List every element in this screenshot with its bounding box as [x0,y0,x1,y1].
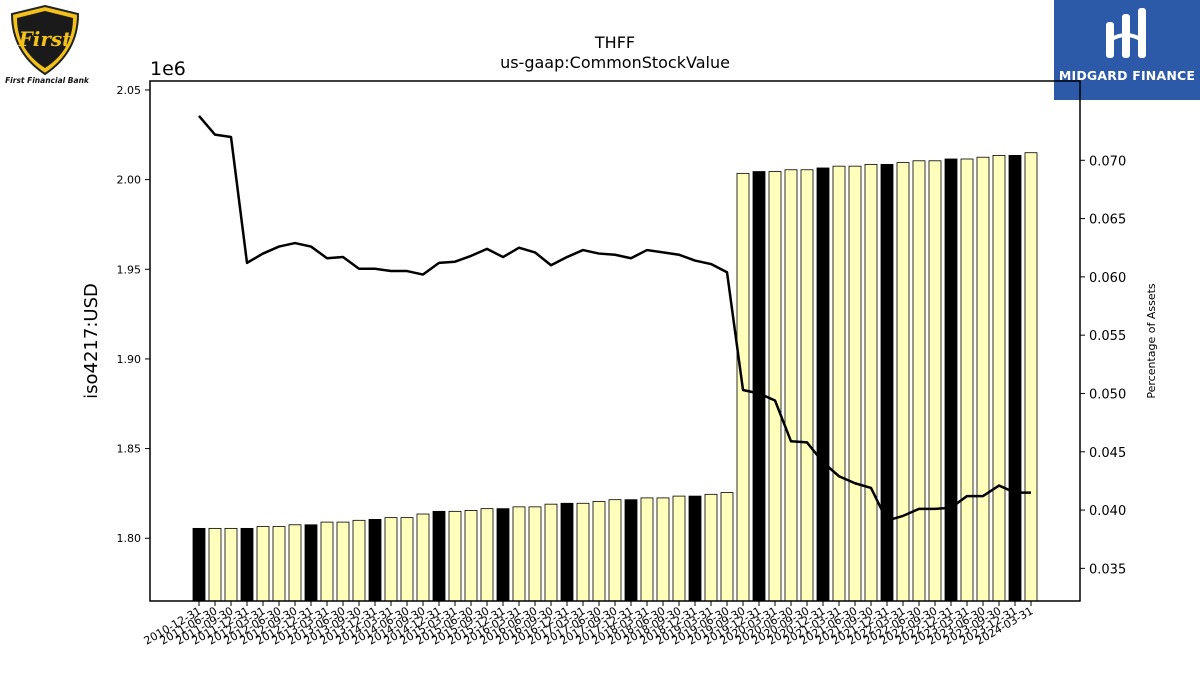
bar [864,163,878,602]
logo-first-text: First [18,27,73,51]
bar [256,526,270,602]
bar [656,497,670,602]
y-axis-label: iso4217:USD [81,283,102,399]
bar [304,524,318,602]
bar [896,162,910,602]
y2-tick-label: 0.050 [1089,387,1126,402]
bar [576,502,590,602]
bar [624,499,638,602]
bar [608,499,622,602]
y2-tick-label: 0.065 [1089,213,1126,228]
bar [544,503,558,602]
bar [672,495,686,602]
bar [320,521,334,602]
bar [720,492,734,602]
y2-axis: 0.035 0.040 0.045 0.050 0.055 0.060 0.065 0.070 [1080,154,1126,577]
y2-axis-label: Percentage of Assets [1145,283,1158,399]
bar [384,517,398,602]
bar [288,524,302,602]
bar [448,510,462,602]
bar [464,510,478,602]
bar [240,527,254,602]
y2-tick-label: 0.040 [1089,504,1126,519]
y-tick-label: 2.05 [117,84,142,97]
bar [800,169,814,602]
bar [752,171,766,602]
y2-tick-label: 0.035 [1089,562,1126,577]
bar [336,521,350,602]
y2-tick-label: 0.055 [1089,329,1126,344]
y-tick-label: 1.95 [117,263,142,276]
line-series [198,115,1031,522]
bar [368,519,382,602]
y-axis-multiplier: 1e6 [150,58,186,80]
bar [512,506,526,602]
y-tick-label: 2.00 [117,174,142,187]
midgard-mark-icon [1106,8,1146,58]
bar [816,167,830,602]
bar [352,519,366,602]
bar [496,508,510,602]
bar [1024,152,1038,602]
bar [480,508,494,602]
shield-icon: First [10,4,80,76]
bar [432,510,446,602]
bar [944,158,958,602]
chart-title: THFF [594,33,635,52]
bar [640,497,654,602]
bar [848,165,862,602]
y2-tick-label: 0.070 [1089,154,1126,169]
y-tick-label: 1.90 [117,353,142,366]
bar [928,160,942,602]
bar [768,171,782,602]
bar [1008,155,1022,602]
bar [560,502,574,602]
y-tick-label: 1.85 [117,443,142,456]
bar-series [192,152,1038,602]
bar [912,160,926,602]
bank-name: First Financial Bank [5,76,89,85]
bar [832,165,846,602]
bar [208,527,222,602]
first-financial-bank-logo: First First Financial Bank [4,4,89,85]
bar [416,513,430,602]
plot-frame [149,80,1081,602]
bar [528,506,542,602]
bar [976,156,990,602]
bar [704,493,718,602]
x-axis: 2010-12-312011-06-302011-09-302011-12-31… [142,601,1036,648]
bar [992,155,1006,602]
bar [272,526,286,602]
percentage-line [198,115,1031,522]
bar [960,158,974,602]
y2-tick-label: 0.045 [1089,446,1126,461]
bar [592,501,606,602]
chart-subtitle: us-gaap:CommonStockValue [500,53,730,72]
bar [224,527,238,602]
y2-tick-label: 0.060 [1089,271,1126,286]
bar [880,163,894,602]
y-tick-label: 1.80 [117,532,142,545]
midgard-finance-logo: MIDGARD FINANCE [1054,0,1200,100]
bar [400,517,414,602]
bar [784,169,798,602]
midgard-finance-name: MIDGARD FINANCE [1058,68,1196,83]
bar [192,527,206,602]
bar [688,495,702,602]
y-axis: 1.80 1.85 1.90 1.95 2.00 2.05 [117,84,150,545]
